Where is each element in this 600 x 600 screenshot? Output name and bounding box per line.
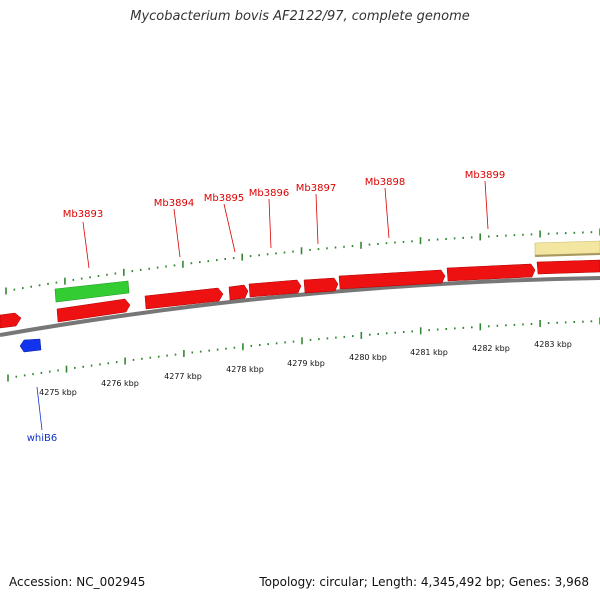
accession-label: Accession: NC_002945	[9, 575, 146, 589]
gene-arrow[interactable]	[446, 263, 536, 282]
outer-tick-ring	[5, 228, 600, 295]
gene-arrow[interactable]	[56, 298, 131, 323]
connector-line	[315, 193, 319, 245]
scale-label: 4280 kbp	[349, 353, 387, 362]
connector-line	[384, 187, 390, 239]
yellow-feature-underline	[534, 253, 600, 257]
inner-tick-ring	[7, 317, 600, 382]
gene-label[interactable]: Mb3896	[249, 188, 289, 199]
yellow-feature	[534, 240, 600, 256]
gene-arrow[interactable]	[338, 269, 446, 290]
genome-info-label: Topology: circular; Length: 4,345,492 bp…	[259, 575, 589, 589]
scale-label: 4276 kbp	[101, 379, 139, 388]
forward-strand-genes	[0, 259, 600, 329]
scale-label: 4275 kbp	[39, 388, 77, 397]
scale-labels: 4275 kbp 4276 kbp 4277 kbp 4278 kbp 4279…	[39, 340, 572, 397]
gene-label[interactable]: Mb3895	[204, 193, 244, 204]
scale-label: 4283 kbp	[534, 340, 572, 349]
gene-arrow[interactable]	[303, 277, 339, 294]
scale-label: 4282 kbp	[472, 344, 510, 353]
scale-label: 4281 kbp	[410, 348, 448, 357]
genome-backbone	[0, 276, 600, 337]
gene-label[interactable]: whiB6	[27, 433, 58, 444]
connector-line	[484, 180, 489, 230]
connector-line	[173, 208, 181, 258]
gene-arrow-reverse[interactable]	[19, 338, 42, 353]
gene-label[interactable]: Mb3893	[63, 209, 103, 220]
gene-label[interactable]: Mb3899	[465, 170, 505, 181]
connector-line	[36, 386, 43, 431]
scale-label: 4277 kbp	[164, 372, 202, 381]
gene-label-connectors	[36, 180, 489, 431]
gene-arrow[interactable]	[144, 287, 224, 310]
green-feature	[54, 280, 130, 303]
map-title: Mycobacterium bovis AF2122/97, complete …	[130, 9, 470, 24]
gene-label[interactable]: Mb3894	[154, 198, 194, 209]
scale-label: 4279 kbp	[287, 359, 325, 368]
gene-labels: Mb3893 Mb3894 Mb3895 Mb3896 Mb3897 Mb389…	[27, 170, 505, 444]
gene-arrow[interactable]	[248, 279, 302, 298]
gene-label[interactable]: Mb3897	[296, 183, 336, 194]
gene-arrow[interactable]	[0, 312, 22, 329]
connector-line	[82, 221, 90, 269]
connector-line	[223, 203, 236, 253]
gene-arrow[interactable]	[536, 259, 600, 275]
gene-arrow[interactable]	[228, 284, 249, 301]
scale-label: 4278 kbp	[226, 365, 264, 374]
gene-label[interactable]: Mb3898	[365, 177, 405, 188]
connector-line	[268, 198, 272, 249]
